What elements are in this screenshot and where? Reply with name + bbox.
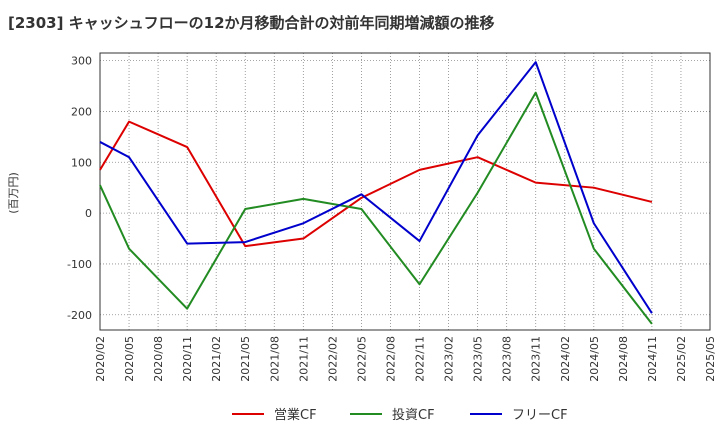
x-tick-label: 2020/05 (123, 336, 136, 382)
x-tick-label: 2023/11 (530, 336, 543, 382)
x-tick-label: 2024/05 (588, 336, 601, 382)
series-line-2 (99, 61, 653, 314)
x-tick-label: 2022/11 (414, 336, 427, 382)
y-tick-label: 100 (71, 156, 92, 169)
legend: 営業CF 投資CF フリーCF (232, 407, 568, 423)
x-tick-label: 2025/05 (704, 336, 717, 382)
x-tick-label: 2021/05 (239, 336, 252, 382)
x-tick-label: 2020/02 (94, 336, 107, 382)
y-tick-label: -100 (67, 258, 92, 271)
y-axis-label: (百万円) (7, 172, 20, 214)
legend-label: 投資CF (392, 407, 435, 423)
y-tick-label: -200 (67, 309, 92, 322)
x-tick-label: 2020/08 (152, 336, 165, 382)
y-tick-label: 200 (71, 105, 92, 118)
series-line-0 (99, 120, 653, 248)
x-tick-label: 2022/05 (355, 336, 368, 382)
x-tick-label: 2020/11 (181, 336, 194, 382)
grid-layer (99, 53, 711, 330)
x-tick-label: 2023/05 (472, 336, 485, 382)
x-tick-label: 2023/08 (501, 336, 514, 382)
x-tick-label: 2021/11 (297, 336, 310, 382)
x-tick-label: 2024/11 (646, 336, 659, 382)
x-tick-label: 2022/08 (384, 336, 397, 382)
plot-frame (99, 52, 711, 331)
y-tick-label: 300 (71, 55, 92, 68)
x-tick-label: 2024/08 (617, 336, 630, 382)
x-tick-label: 2023/02 (443, 336, 456, 382)
x-tick-label: 2024/02 (559, 336, 572, 382)
series-line-1 (99, 91, 653, 325)
x-tick-label: 2025/02 (675, 336, 688, 382)
x-tick-label: 2022/02 (326, 336, 339, 382)
y-tick-label: 0 (85, 207, 92, 220)
chart-title: [2303] キャッシュフローの12か月移動合計の対前年同期増減額の推移 (8, 14, 495, 32)
y-axis-ticks: 300 200 100 0 -100 -200 (67, 55, 92, 322)
legend-label: フリーCF (512, 408, 568, 423)
series-layer (99, 61, 653, 325)
legend-label: 営業CF (274, 407, 317, 423)
x-axis-ticks: 2020/02 2020/05 2020/08 2020/11 2021/02 2021/… (94, 336, 717, 382)
x-tick-label: 2021/08 (268, 336, 281, 382)
x-tick-label: 2021/02 (210, 336, 223, 382)
